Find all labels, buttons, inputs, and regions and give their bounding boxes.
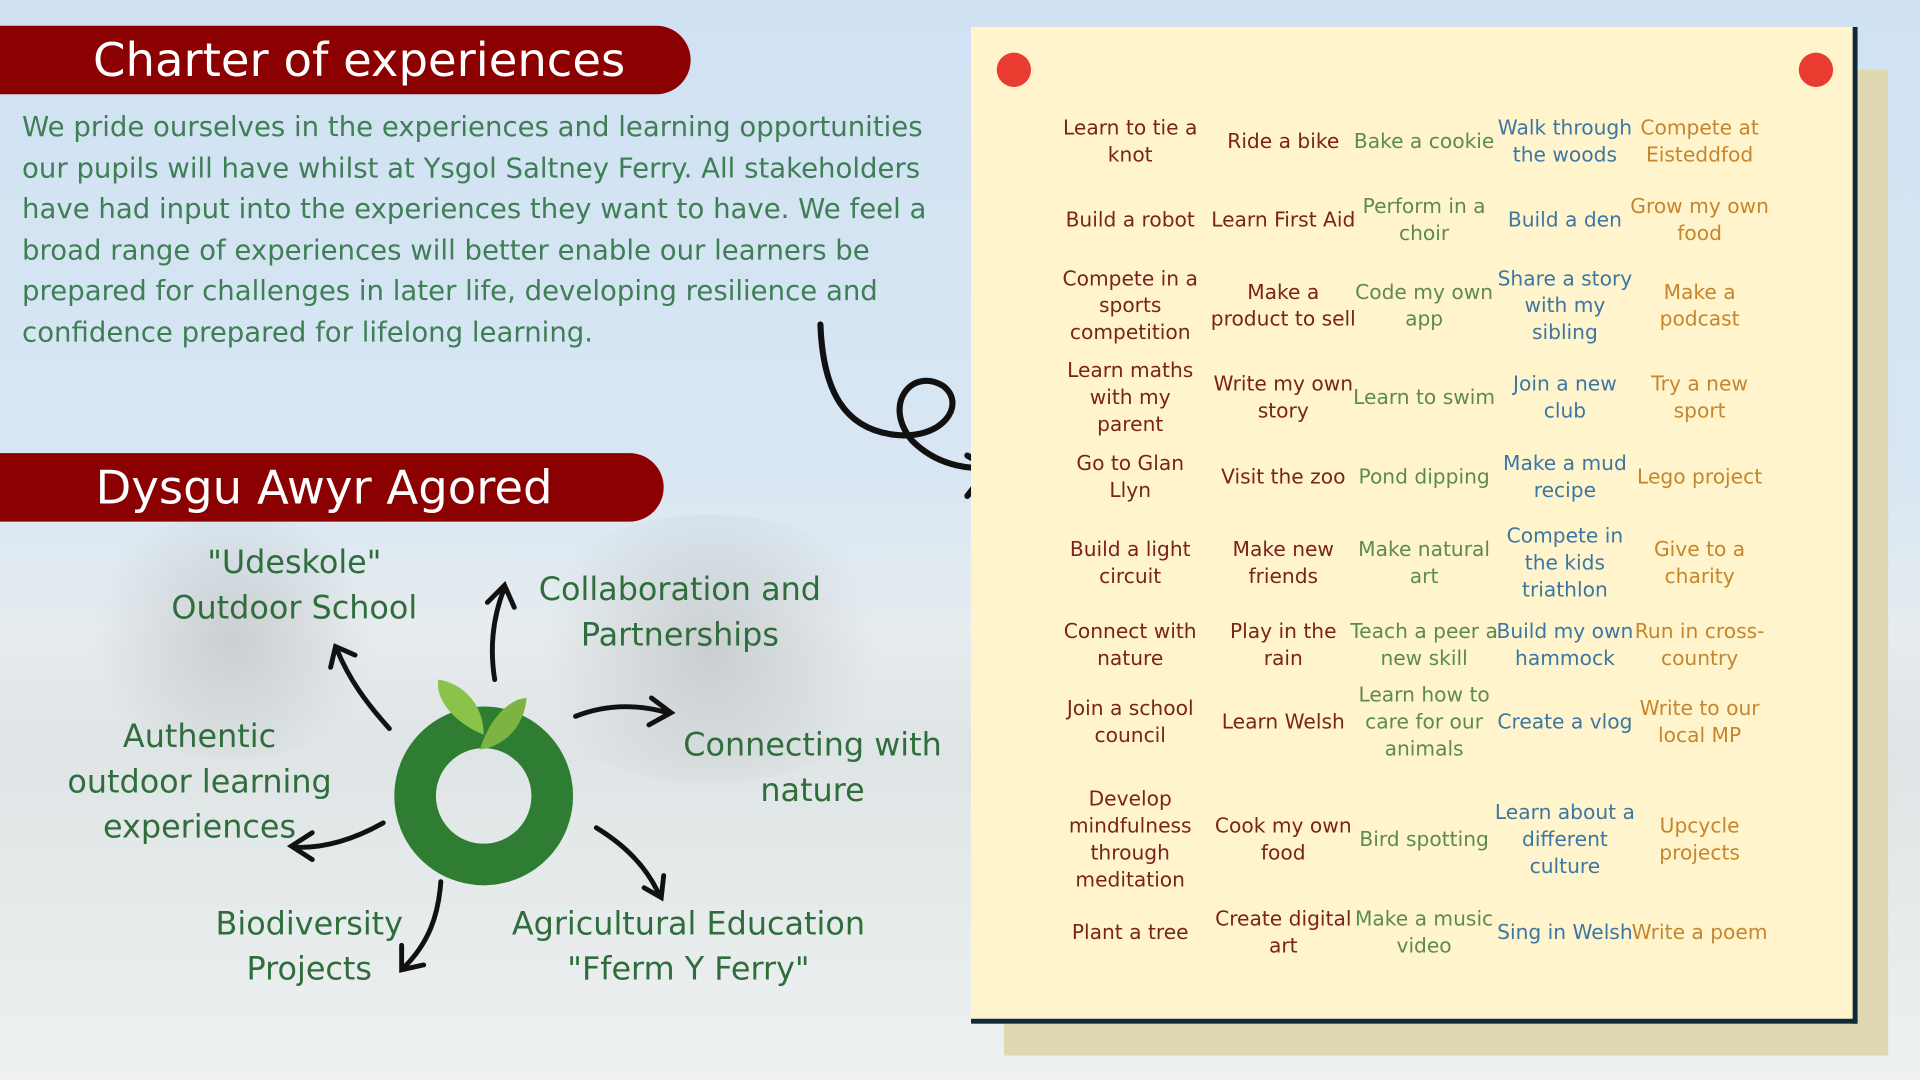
- experience-item: Sing in Welsh: [1497, 920, 1633, 945]
- pin-icon: [996, 52, 1032, 87]
- experience-item: Compete in the kids triathlon: [1506, 524, 1624, 602]
- experience-item: Join a school council: [1066, 696, 1194, 747]
- experience-item: Learn First Aid: [1211, 208, 1356, 232]
- logo-icon: [394, 679, 574, 886]
- charter-intro: We pride ourselves in the experiences an…: [22, 111, 927, 349]
- pin-icon: [1798, 52, 1834, 87]
- experience-item: Learn to tie a knot: [1063, 116, 1198, 167]
- experience-item: Share a story with my sibling: [1497, 266, 1633, 345]
- experience-item: Build a light circuit: [1069, 537, 1191, 588]
- label-collaboration: Collaboration and Partnerships: [538, 571, 821, 654]
- experience-item: Play in the rain: [1229, 619, 1337, 670]
- experience-item: Learn about a different culture: [1494, 800, 1635, 878]
- experience-item: Bird spotting: [1359, 827, 1489, 852]
- label-agricultural: Agricultural Education "Fferm Y Ferry": [511, 906, 866, 989]
- experience-item: Compete at Eisteddfod: [1640, 116, 1759, 167]
- experience-item: Build a den: [1507, 208, 1622, 232]
- charter-title: Charter of experiences: [93, 33, 626, 87]
- outdoor-title: Dysgu Awyr Agored: [95, 460, 553, 515]
- experience-item: Build my own hammock: [1496, 619, 1634, 670]
- experience-item: Code my own app: [1355, 280, 1494, 331]
- label-connecting: Connecting with nature: [683, 727, 942, 810]
- experience-item: Make a mud recipe: [1503, 451, 1627, 503]
- experience-item: Lego project: [1637, 465, 1763, 489]
- experience-item: Learn maths with my parent: [1067, 358, 1194, 436]
- label-authentic: Authentic outdoor learning experiences: [67, 718, 332, 847]
- experience-item: Ride a bike: [1227, 129, 1340, 154]
- experience-item: Make a podcast: [1659, 280, 1740, 331]
- experience-item: Run in cross-country: [1634, 619, 1765, 670]
- experience-item: Make new friends: [1232, 537, 1334, 588]
- background-tree: [514, 514, 907, 784]
- experience-item: Plant a tree: [1071, 920, 1189, 945]
- experience-item: Go to Glan Llyn: [1076, 451, 1185, 503]
- experience-item: Perform in a choir: [1362, 194, 1486, 245]
- experience-item: Learn Welsh: [1221, 710, 1345, 734]
- experience-item: Make a music video: [1354, 907, 1494, 958]
- experience-item: Develop mindfulness through meditation: [1068, 787, 1192, 892]
- experience-item: Compete in a sports competition: [1062, 266, 1198, 345]
- label-biodiversity: Biodiversity Projects: [215, 906, 404, 989]
- experience-item: Write a poem: [1631, 920, 1768, 945]
- experience-item: Connect with nature: [1063, 619, 1197, 670]
- experience-item: Upcycle projects: [1659, 814, 1740, 865]
- charter-banner: Charter of experiences: [0, 25, 691, 95]
- experience-item: Visit the zoo: [1221, 465, 1346, 489]
- experience-item: Write my own story: [1213, 372, 1354, 423]
- experience-item: Create a vlog: [1497, 710, 1633, 734]
- experience-item: Pond dipping: [1358, 465, 1490, 489]
- label-udeskole: "Udeskole" Outdoor School: [171, 544, 418, 627]
- experience-item: Walk through the woods: [1497, 116, 1633, 167]
- experience-item: Make a product to sell: [1210, 280, 1356, 331]
- experience-item: Make natural art: [1358, 537, 1491, 588]
- experience-item: Teach a peer a new skill: [1350, 619, 1498, 670]
- experience-item: Cook my own food: [1214, 814, 1352, 865]
- experience-item: Give to a charity: [1654, 537, 1746, 588]
- experience-item: Bake a cookie: [1353, 129, 1495, 154]
- experiences-note: Learn to tie a knot Ride a bike Bake a coo…: [971, 26, 1858, 1024]
- background-tree: [73, 514, 392, 760]
- experience-item: Learn to swim: [1353, 385, 1496, 409]
- experience-item: Try a new sport: [1651, 372, 1748, 423]
- experience-item: Build a robot: [1065, 208, 1195, 232]
- experience-item: Learn how to care for our animals: [1358, 683, 1490, 761]
- arrow-icons: [286, 321, 995, 973]
- outdoor-banner: Dysgu Awyr Agored: [0, 453, 664, 522]
- experience-item: Join a new club: [1513, 372, 1617, 423]
- experience-item: Grow my own food: [1630, 194, 1769, 245]
- experience-item: Write to our local MP: [1639, 696, 1760, 747]
- experience-item: Create digital art: [1215, 907, 1352, 958]
